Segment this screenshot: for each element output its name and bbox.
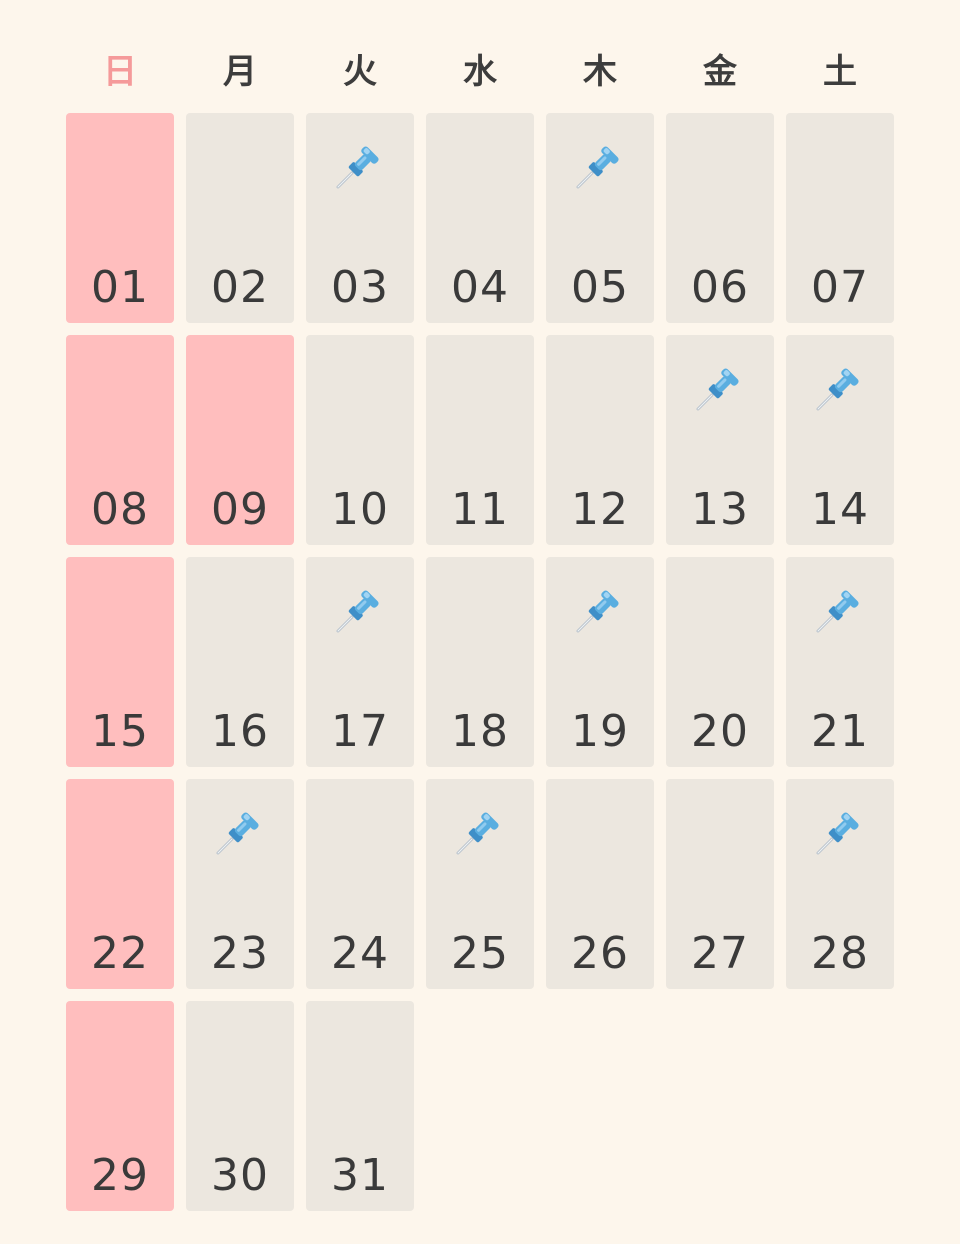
- weekday-wednesday: 水: [463, 52, 497, 92]
- day-cell-18[interactable]: 18: [426, 557, 534, 767]
- day-number: 24: [331, 928, 389, 979]
- day-number: 22: [91, 928, 149, 979]
- day-cell-12[interactable]: 12: [546, 335, 654, 545]
- day-number: 19: [571, 706, 629, 757]
- day-cell-08[interactable]: 08: [66, 335, 174, 545]
- day-cell-05[interactable]: 05: [546, 113, 654, 323]
- weekday-tuesday: 火: [343, 52, 377, 92]
- day-cell-10[interactable]: 10: [306, 335, 414, 545]
- day-cell-17[interactable]: 17: [306, 557, 414, 767]
- day-number: 09: [211, 484, 269, 535]
- weekday-monday: 月: [223, 52, 257, 92]
- day-number: 03: [331, 262, 389, 313]
- day-cell-20[interactable]: 20: [666, 557, 774, 767]
- day-number: 28: [811, 928, 869, 979]
- day-number: 16: [211, 706, 269, 757]
- day-number: 02: [211, 262, 269, 313]
- pushpin-icon: [576, 146, 619, 189]
- day-number: 12: [571, 484, 629, 535]
- pushpin-icon: [816, 368, 859, 411]
- day-cell-22[interactable]: 22: [66, 779, 174, 989]
- day-number: 10: [331, 484, 389, 535]
- weekday-sunday: 日: [103, 52, 137, 92]
- day-cell-28[interactable]: 28: [786, 779, 894, 989]
- day-cell-24[interactable]: 24: [306, 779, 414, 989]
- weekday-header: 日 月 火 水 木 金 土: [66, 40, 894, 104]
- day-cell-30[interactable]: 30: [186, 1001, 294, 1211]
- weekday-thursday: 木: [583, 52, 617, 92]
- day-number: 27: [691, 928, 749, 979]
- day-cell-13[interactable]: 13: [666, 335, 774, 545]
- day-number: 04: [451, 262, 509, 313]
- day-cell-02[interactable]: 02: [186, 113, 294, 323]
- day-cell-23[interactable]: 23: [186, 779, 294, 989]
- day-cell-26[interactable]: 26: [546, 779, 654, 989]
- day-number: 14: [811, 484, 869, 535]
- pushpin-icon: [456, 812, 499, 855]
- pushpin-icon: [816, 812, 859, 855]
- day-number: 23: [211, 928, 269, 979]
- day-number: 25: [451, 928, 509, 979]
- day-cell-19[interactable]: 19: [546, 557, 654, 767]
- day-cell-15[interactable]: 15: [66, 557, 174, 767]
- day-number: 20: [691, 706, 749, 757]
- day-number: 06: [691, 262, 749, 313]
- day-number: 26: [571, 928, 629, 979]
- weekday-friday: 金: [703, 52, 737, 92]
- day-number: 13: [691, 484, 749, 535]
- day-cell-01[interactable]: 01: [66, 113, 174, 323]
- day-number: 15: [91, 706, 149, 757]
- month-calendar: 日 月 火 水 木 金 土 01 02 03 04: [66, 40, 894, 1211]
- day-cell-16[interactable]: 16: [186, 557, 294, 767]
- day-cell-21[interactable]: 21: [786, 557, 894, 767]
- day-cell-07[interactable]: 07: [786, 113, 894, 323]
- days-grid: 01 02 03 04 05 06 07 08 09 10 11 12: [66, 113, 894, 1211]
- day-cell-27[interactable]: 27: [666, 779, 774, 989]
- day-number: 29: [91, 1150, 149, 1201]
- pushpin-icon: [216, 812, 259, 855]
- day-cell-31[interactable]: 31: [306, 1001, 414, 1211]
- day-number: 01: [91, 262, 149, 313]
- day-number: 31: [331, 1150, 389, 1201]
- day-number: 18: [451, 706, 509, 757]
- day-cell-14[interactable]: 14: [786, 335, 894, 545]
- pushpin-icon: [696, 368, 739, 411]
- day-cell-03[interactable]: 03: [306, 113, 414, 323]
- day-number: 21: [811, 706, 869, 757]
- day-number: 05: [571, 262, 629, 313]
- day-number: 17: [331, 706, 389, 757]
- pushpin-icon: [576, 590, 619, 633]
- pushpin-icon: [336, 590, 379, 633]
- weekday-saturday: 土: [823, 52, 857, 92]
- day-cell-25[interactable]: 25: [426, 779, 534, 989]
- day-number: 30: [211, 1150, 269, 1201]
- day-number: 08: [91, 484, 149, 535]
- day-number: 07: [811, 262, 869, 313]
- day-cell-09[interactable]: 09: [186, 335, 294, 545]
- day-number: 11: [451, 484, 509, 535]
- pushpin-icon: [336, 146, 379, 189]
- day-cell-06[interactable]: 06: [666, 113, 774, 323]
- pushpin-icon: [816, 590, 859, 633]
- day-cell-11[interactable]: 11: [426, 335, 534, 545]
- day-cell-04[interactable]: 04: [426, 113, 534, 323]
- day-cell-29[interactable]: 29: [66, 1001, 174, 1211]
